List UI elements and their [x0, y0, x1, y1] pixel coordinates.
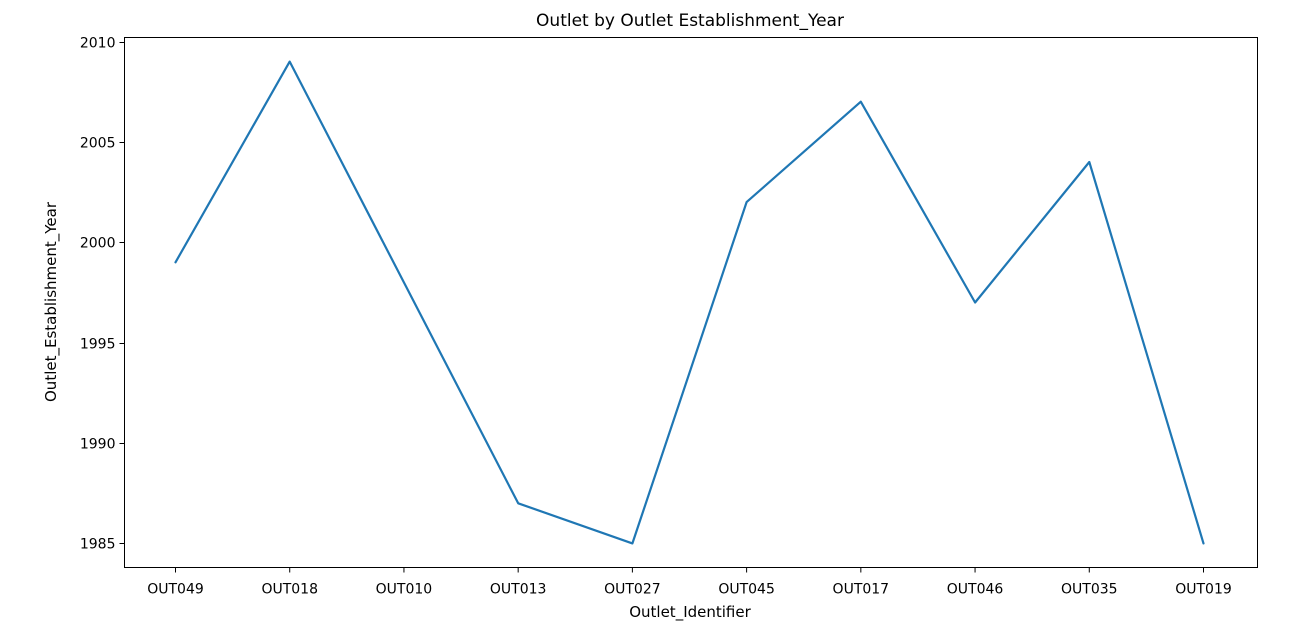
x-tick-label: OUT045: [718, 582, 775, 598]
x-tick-label: OUT035: [1061, 582, 1118, 598]
x-axis-label: Outlet_Identifier: [629, 603, 751, 622]
x-tick-label: OUT049: [147, 582, 204, 598]
x-tick-label: OUT018: [261, 582, 318, 598]
y-tick-label: 2000: [80, 236, 116, 252]
y-tick-label: 1985: [80, 537, 116, 553]
chart-title: Outlet by Outlet Establishment_Year: [536, 11, 844, 31]
y-tick-label: 1990: [80, 437, 116, 453]
x-tick-label: OUT013: [490, 582, 547, 598]
x-tick-label: OUT046: [947, 582, 1004, 598]
x-axis: OUT049 OUT018 OUT010 OUT013 OUT027 OUT045 OUT0…: [147, 567, 1232, 598]
x-tick-label: OUT010: [376, 582, 433, 598]
x-tick-label: OUT019: [1175, 582, 1232, 598]
y-tick-label: 2005: [80, 136, 116, 152]
y-axis: 1985 1990 1995 2000 2005 2010: [80, 36, 125, 553]
y-tick-label: 1995: [80, 337, 116, 353]
series-line: [174, 60, 1205, 545]
x-tick-label: OUT027: [604, 582, 661, 598]
y-tick-label: 2010: [80, 36, 116, 52]
x-tick-label: OUT017: [833, 582, 890, 598]
y-axis-label: Outlet_Establishment_Year: [42, 201, 61, 402]
plot-frame: [124, 37, 1258, 568]
series-layer: [174, 60, 1205, 545]
